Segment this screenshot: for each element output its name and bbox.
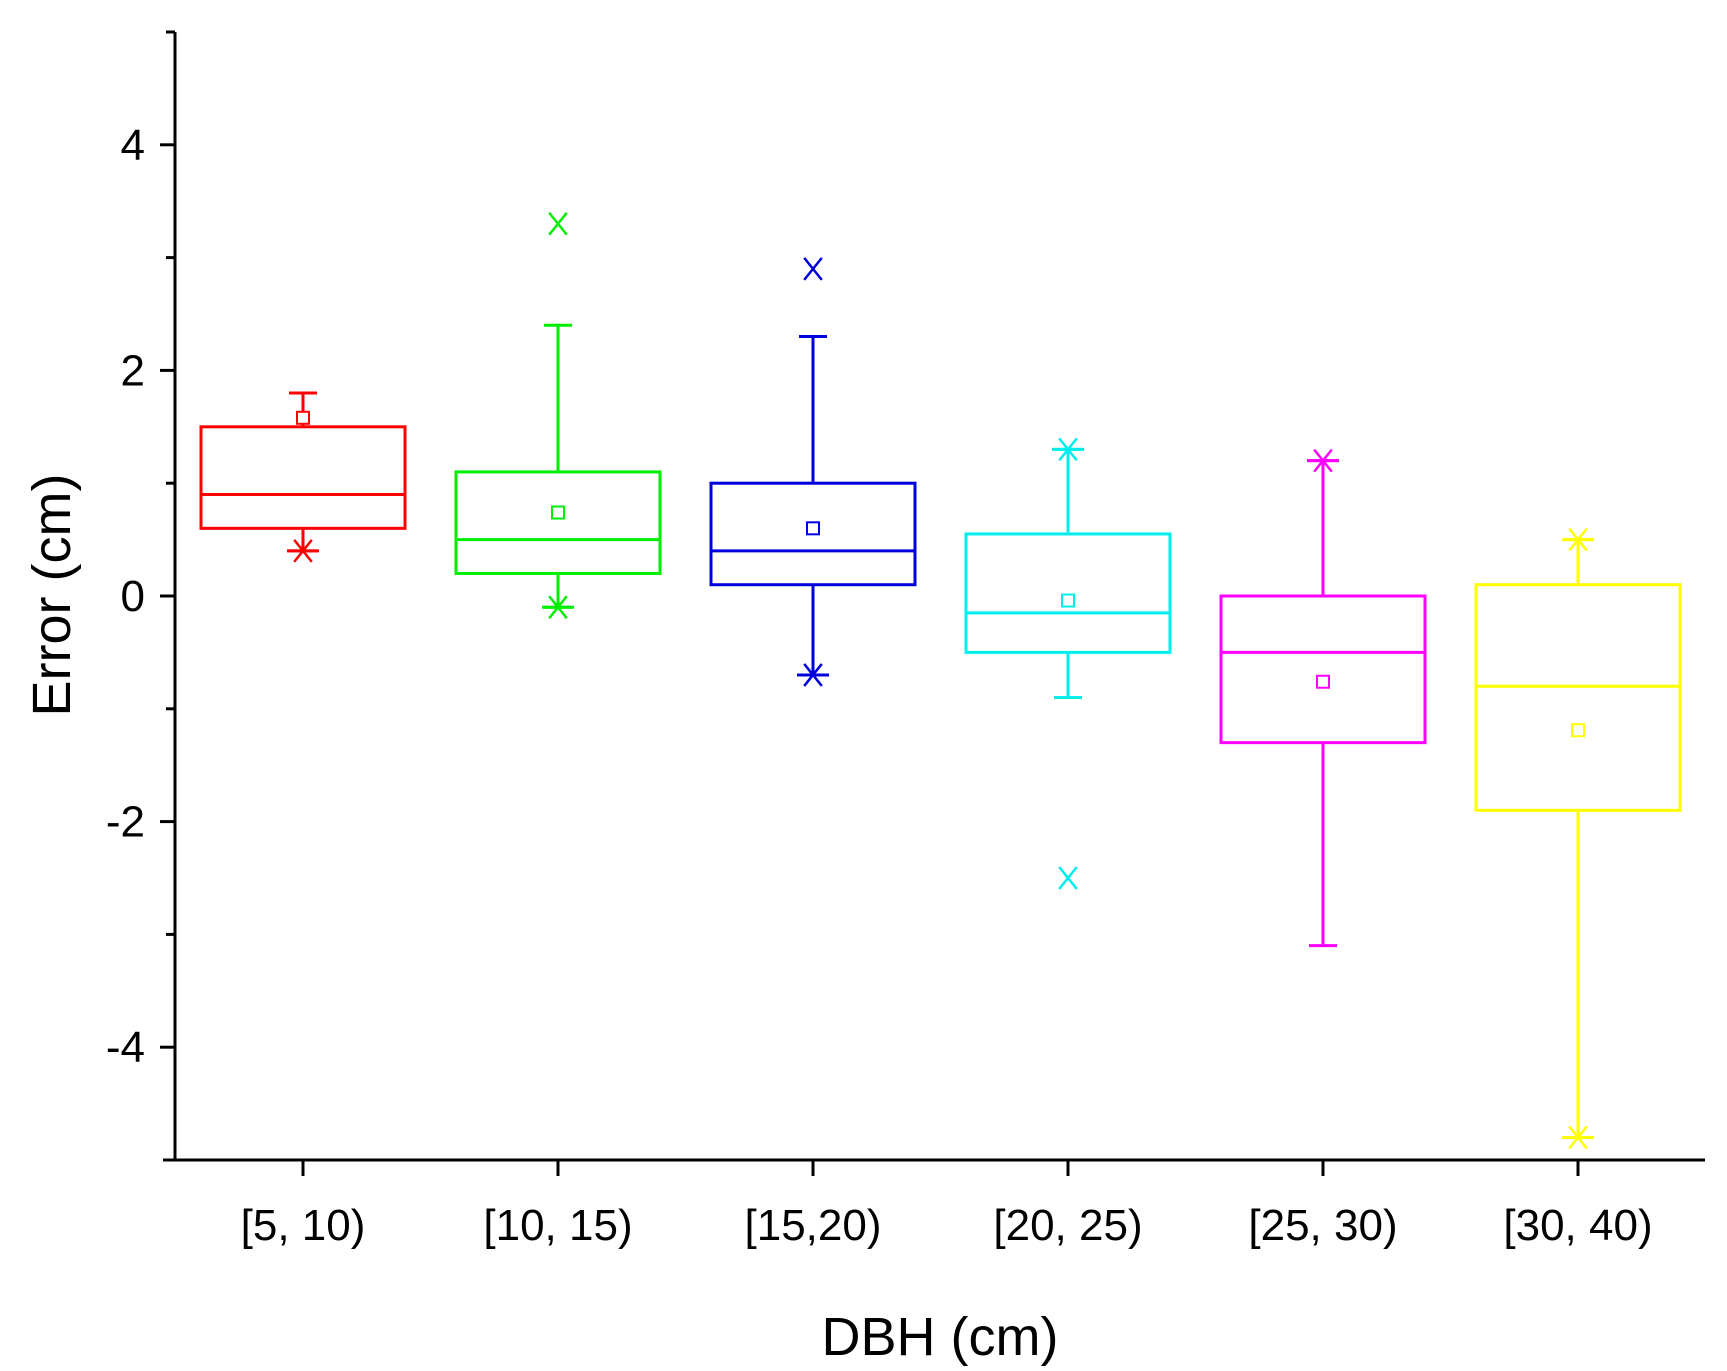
- extreme-marker-d2: [293, 539, 313, 563]
- y-tick-label: -2: [106, 798, 145, 847]
- mean-marker: [806, 521, 820, 536]
- x-tick-label: [20, 25): [993, 1201, 1142, 1250]
- y-tick-label: -4: [106, 1023, 145, 1072]
- mean-marker: [1316, 674, 1330, 689]
- outlier-marker: [803, 257, 823, 281]
- iqr-box: [709, 481, 917, 587]
- extreme-marker: [1052, 437, 1084, 462]
- iqr-box: [1219, 594, 1427, 745]
- box-2: [454, 211, 662, 620]
- extreme-marker-d2: [803, 663, 823, 687]
- extreme-marker: [1562, 527, 1594, 552]
- extreme-marker: [797, 663, 829, 687]
- iqr-box: [964, 532, 1172, 654]
- extreme-marker-d2: [1568, 1125, 1588, 1150]
- y-tick-label: 4: [121, 121, 145, 170]
- extreme-marker: [287, 539, 319, 563]
- extreme-marker-d2: [1058, 437, 1078, 462]
- extreme-marker: [542, 595, 574, 620]
- extreme-marker-d2: [548, 595, 568, 620]
- outlier-marker-d2: [1058, 866, 1078, 890]
- outlier-marker: [1058, 866, 1078, 890]
- x-tick-label: [25, 30): [1248, 1201, 1397, 1250]
- outlier-marker-d2: [803, 257, 823, 281]
- iqr-box: [199, 425, 407, 530]
- axes: -4 -2 0 2 4 [5, 10) [10, 15) [15,20) [20, 25) [25…: [106, 30, 1705, 1250]
- iqr-box: [454, 470, 662, 575]
- box-5: [1219, 448, 1427, 948]
- box-6: [1474, 527, 1682, 1150]
- y-tick-label: 0: [121, 572, 145, 621]
- y-tick-label: 2: [121, 346, 145, 395]
- x-tick-label: [10, 15): [483, 1201, 632, 1250]
- extreme-marker: [1562, 1125, 1594, 1150]
- extreme-marker-d2: [1568, 527, 1588, 552]
- outlier-marker: [548, 211, 568, 236]
- iqr-box: [1474, 583, 1682, 812]
- y-axis-title: Error (cm): [22, 474, 82, 717]
- x-axis-title: DBH (cm): [822, 1307, 1059, 1367]
- mean-marker: [551, 505, 565, 520]
- boxes: [199, 211, 1682, 1150]
- extreme-marker: [1307, 448, 1339, 473]
- box-4: [964, 437, 1172, 890]
- box-1: [199, 391, 407, 563]
- x-tick-label: [30, 40): [1503, 1201, 1652, 1250]
- box-3: [709, 257, 917, 687]
- mean-marker: [296, 410, 310, 425]
- extreme-marker-d2: [1313, 448, 1333, 473]
- x-tick-label: [5, 10): [241, 1201, 366, 1250]
- mean-marker: [1061, 593, 1075, 608]
- mean-marker: [1571, 723, 1585, 738]
- x-tick-label: [15,20): [745, 1201, 882, 1250]
- outlier-marker-d2: [548, 211, 568, 236]
